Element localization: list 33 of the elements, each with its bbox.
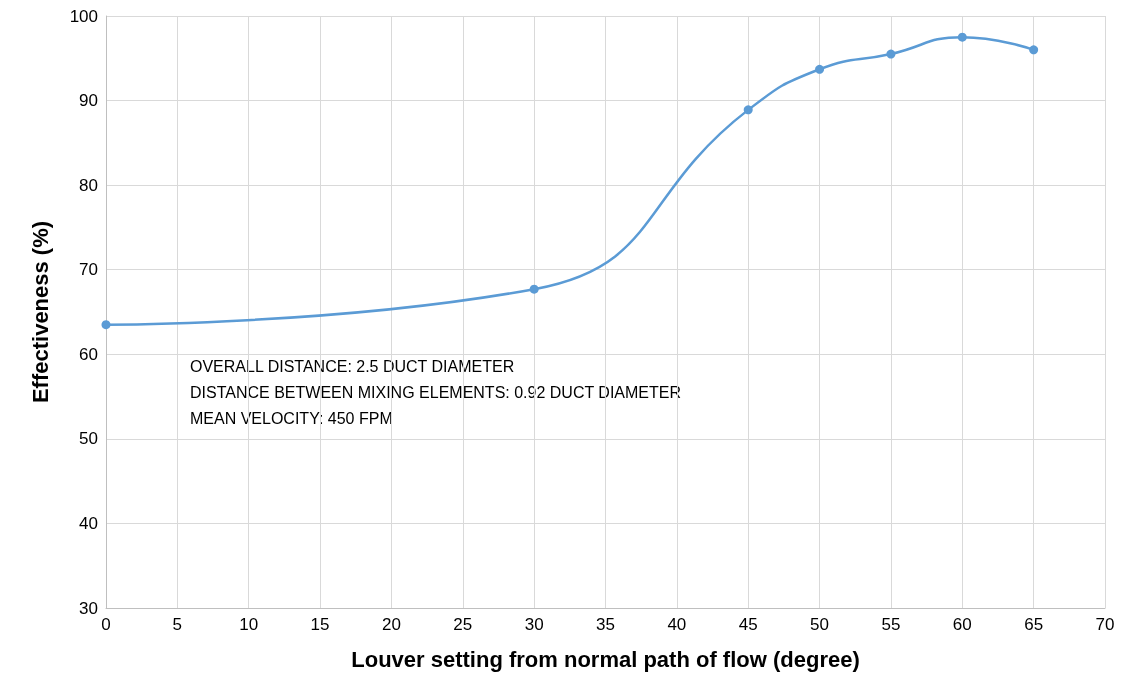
- y-tick-label: 50: [79, 429, 98, 449]
- point: [101, 320, 111, 330]
- x-tick-label: 50: [810, 615, 830, 634]
- x-tick-label: 55: [881, 615, 901, 634]
- point: [529, 284, 539, 294]
- x-tick-label: 35: [596, 615, 615, 634]
- x-axis-title: Louver setting from normal path of flow (degree): [351, 646, 860, 672]
- point: [815, 64, 825, 74]
- x-tick-label: 25: [453, 615, 473, 634]
- x-tick-label: 45: [738, 615, 758, 634]
- x-tick-label: 70: [1095, 615, 1115, 634]
- x-tick-label: 0: [101, 615, 111, 634]
- x-tick-label: 30: [524, 615, 544, 634]
- point: [743, 105, 753, 115]
- x-tick-label: 40: [667, 615, 687, 634]
- point: [886, 49, 896, 59]
- x-tick-label: 65: [1024, 615, 1044, 634]
- x-tick-label: 15: [310, 615, 330, 634]
- point: [1029, 45, 1039, 55]
- y-tick-label: 100: [69, 6, 98, 26]
- y-tick-label: 40: [79, 513, 98, 533]
- annotation: OVERALL DISTANCE: 2.5 DUCT DIAMETER: [190, 357, 515, 375]
- y-tick-label: 80: [79, 175, 98, 195]
- x-tick-label: 20: [381, 615, 401, 634]
- x-tick-label: 10: [239, 615, 259, 634]
- x-tick-label: 5: [172, 615, 183, 634]
- y-tick-label: 30: [79, 598, 98, 618]
- x-tick-label: 60: [952, 615, 972, 634]
- y-axis-title: Effectiveness (%): [27, 220, 53, 404]
- y-tick-label: 60: [79, 344, 98, 364]
- y-tick-label: 90: [79, 91, 98, 111]
- y-tick-label: 70: [79, 260, 98, 280]
- point: [957, 32, 967, 42]
